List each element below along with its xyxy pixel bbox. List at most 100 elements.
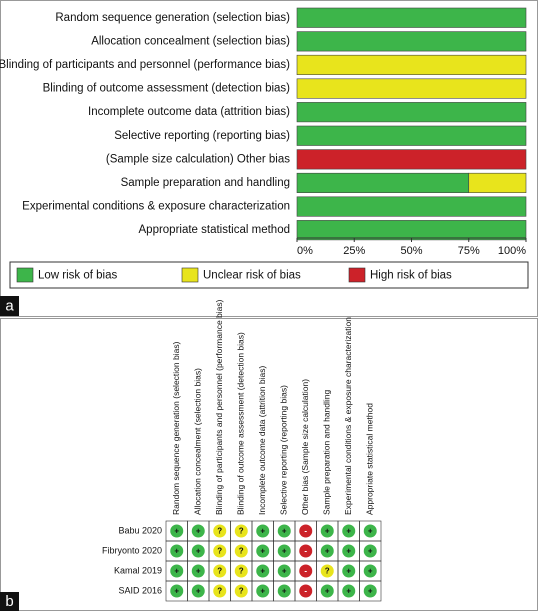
x-tick-label: 50%: [400, 245, 422, 257]
column-header: Appropriate statistical method: [365, 403, 375, 515]
judgement-symbol: +: [346, 587, 351, 596]
judgement-dot: [320, 564, 334, 578]
judgement-symbol: ?: [217, 547, 222, 556]
panel-label-box: [0, 592, 19, 611]
judgement-symbol: -: [304, 587, 307, 596]
category-label: Appropriate statistical method: [139, 224, 291, 236]
judgement-symbol: +: [260, 587, 265, 596]
judgement-dot: [170, 584, 184, 598]
judgement-dot: [277, 544, 291, 558]
bar-segment: [296, 196, 527, 217]
judgement-symbol: +: [346, 547, 351, 556]
legend-label: Unclear risk of bias: [203, 270, 301, 282]
judgement-dot: [277, 564, 291, 578]
judgement-symbol: +: [325, 587, 330, 596]
bar-segment: [468, 172, 527, 193]
study-name: Fibryonto 2020: [102, 545, 162, 555]
judgement-dot: [234, 544, 248, 558]
judgement-dot: [191, 564, 205, 578]
judgement-symbol: ?: [217, 567, 222, 576]
judgement-dot: [191, 544, 205, 558]
study-name: Kamal 2019: [114, 565, 162, 575]
legend-swatch: [348, 267, 366, 283]
judgement-symbol: +: [260, 527, 265, 536]
category-label: (Sample size calculation) Other bias: [106, 153, 290, 165]
judgement-dot: [256, 564, 270, 578]
bar-segment: [296, 78, 527, 99]
judgement-symbol: +: [174, 567, 179, 576]
bar-segment: [296, 31, 527, 52]
judgement-symbol: +: [282, 567, 287, 576]
judgement-symbol: +: [368, 547, 373, 556]
panel-label: a: [5, 297, 14, 314]
study-name: Babu 2020: [118, 525, 162, 535]
judgement-symbol: +: [196, 527, 201, 536]
judgement-symbol: ?: [239, 547, 244, 556]
column-header: Experimental conditions & exposure chara…: [343, 317, 353, 515]
judgement-dot: [342, 544, 356, 558]
x-tick-label: 100%: [498, 245, 526, 257]
judgement-dot: [320, 584, 334, 598]
judgement-dot: [213, 584, 227, 598]
judgement-dot: [320, 524, 334, 538]
column-header: Selective reporting (reporting bias): [279, 385, 289, 515]
judgement-symbol: +: [260, 547, 265, 556]
judgement-symbol: ?: [217, 527, 222, 536]
judgement-symbol: +: [368, 527, 373, 536]
panel-label: b: [5, 593, 13, 610]
judgement-dot: [213, 524, 227, 538]
judgement-dot: [256, 524, 270, 538]
judgement-symbol: +: [368, 567, 373, 576]
judgement-symbol: +: [174, 587, 179, 596]
legend-swatch: [16, 267, 34, 283]
column-header: Random sequence generation (selection bi…: [171, 341, 181, 515]
judgement-dot: [213, 564, 227, 578]
judgement-symbol: +: [325, 547, 330, 556]
judgement-dot: [299, 524, 313, 538]
judgement-dot: [363, 584, 377, 598]
judgement-symbol: +: [346, 527, 351, 536]
legend-swatch: [181, 267, 199, 283]
legend-label: Low risk of bias: [38, 270, 118, 282]
judgement-dot: [191, 584, 205, 598]
judgement-dot: [234, 524, 248, 538]
judgement-symbol: -: [304, 527, 307, 536]
judgement-dot: [299, 584, 313, 598]
judgement-dot: [170, 524, 184, 538]
category-label: Random sequence generation (selection bi…: [55, 12, 290, 24]
judgement-dot: [299, 564, 313, 578]
judgement-dot: [363, 524, 377, 538]
judgement-dot: [234, 584, 248, 598]
column-header: Blinding of outcome assessment (detectio…: [236, 332, 246, 515]
bar-segment: [296, 54, 527, 76]
category-label: Sample preparation and handling: [121, 177, 290, 189]
judgement-dot: [277, 584, 291, 598]
study-name: SAID 2016: [118, 585, 162, 595]
judgement-symbol: +: [196, 587, 201, 596]
x-tick-label: 75%: [458, 245, 480, 257]
column-header: Sample preparation and handling: [322, 389, 332, 515]
category-label: Experimental conditions & exposure chara…: [22, 201, 290, 213]
bar-segment: [296, 220, 527, 241]
table-cell: [359, 580, 382, 602]
judgement-dot: [234, 564, 248, 578]
judgement-symbol: +: [260, 567, 265, 576]
judgement-dot: [320, 544, 334, 558]
category-label: Blinding of participants and personnel (…: [0, 59, 290, 71]
panel-label-box: [0, 296, 19, 316]
legend-label: High risk of bias: [370, 270, 452, 282]
judgement-dot: [342, 584, 356, 598]
column-header: Incomplete outcome data (attrition bias): [257, 366, 267, 515]
column-header: Blinding of participants and personnel (…: [214, 299, 224, 515]
judgement-symbol: +: [174, 547, 179, 556]
category-label: Incomplete outcome data (attrition bias): [88, 106, 290, 118]
column-header: Other bias (Sample size calculation): [300, 379, 310, 515]
judgement-dot: [277, 524, 291, 538]
judgement-symbol: +: [282, 527, 287, 536]
judgement-dot: [213, 544, 227, 558]
judgement-symbol: ?: [239, 587, 244, 596]
judgement-dot: [342, 564, 356, 578]
category-label: Blinding of outcome assessment (detectio…: [43, 83, 291, 95]
